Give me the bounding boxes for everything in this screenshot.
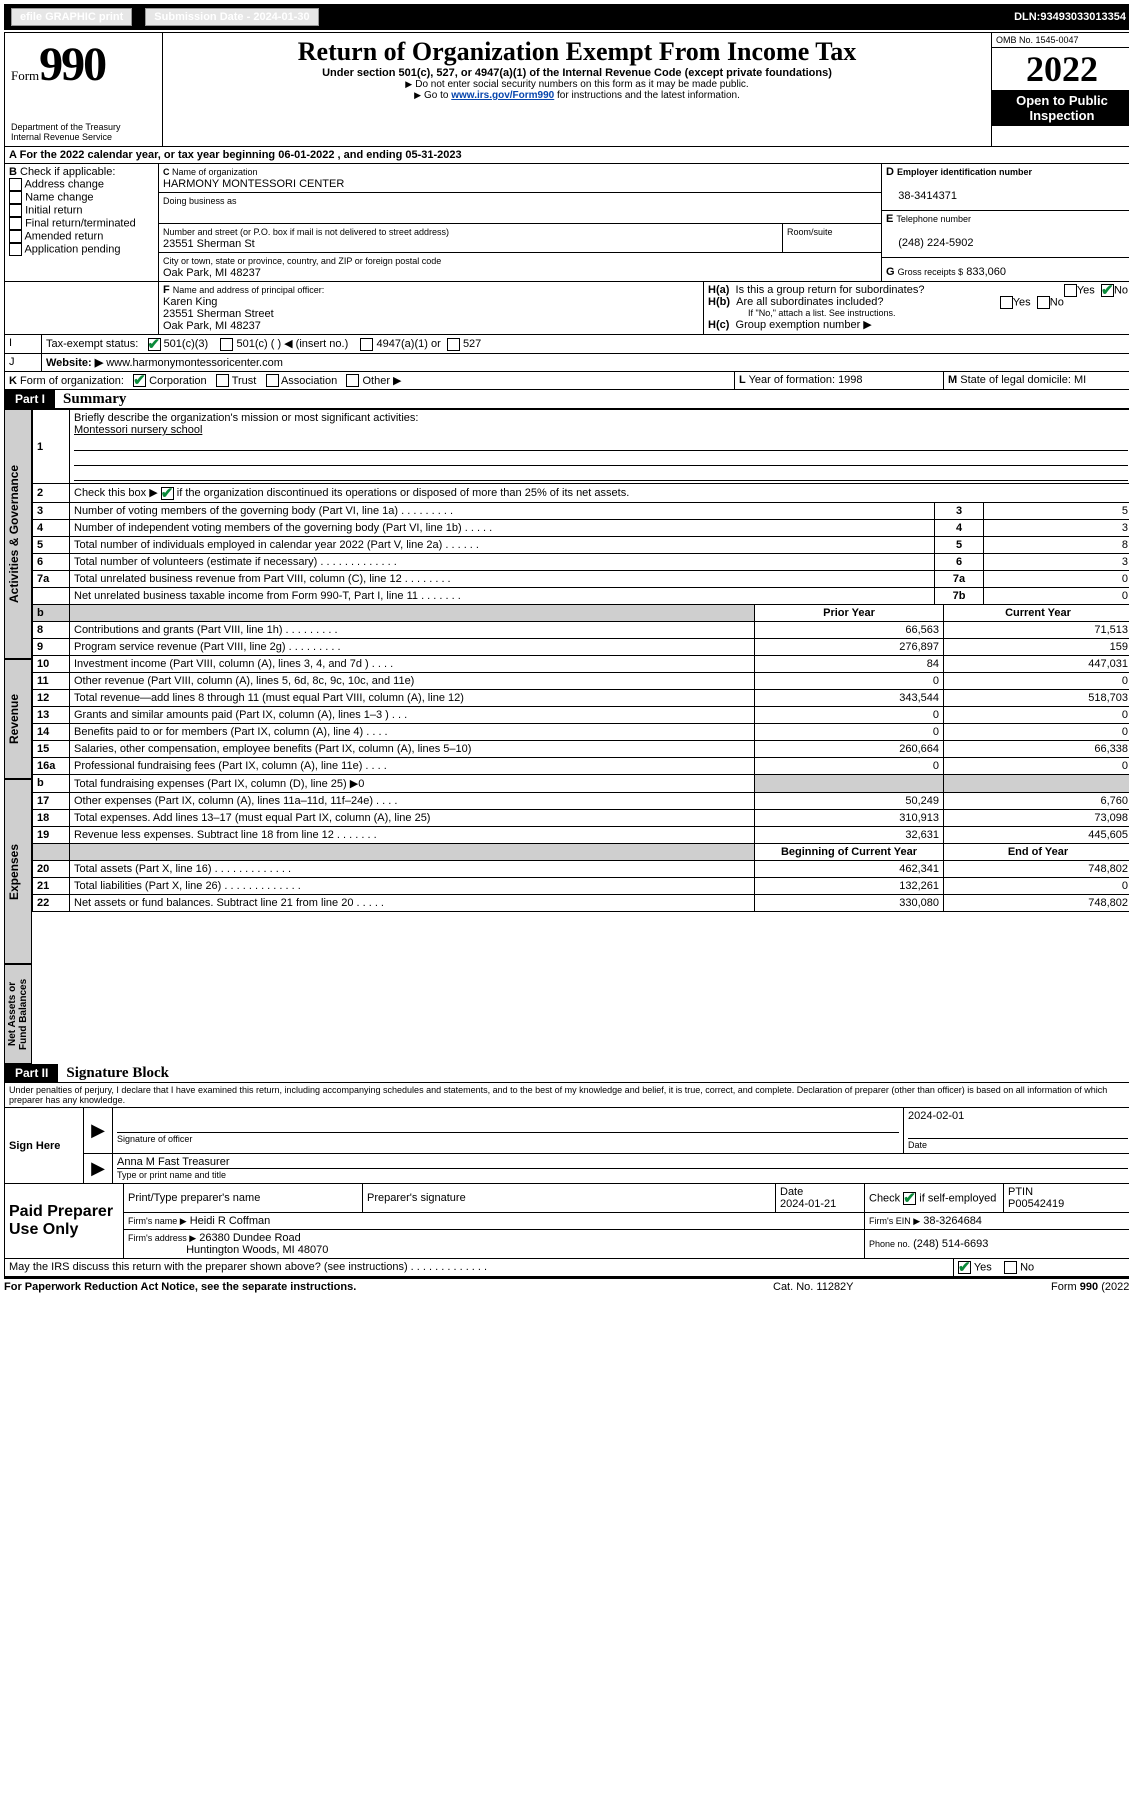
b-opt-checkbox[interactable]: [9, 178, 22, 191]
hb-no-checkbox[interactable]: [1037, 296, 1050, 309]
side-expenses: Expenses: [4, 779, 32, 964]
dept-treasury: Department of the Treasury: [11, 122, 156, 132]
org-name: HARMONY MONTESSORI CENTER: [163, 178, 344, 190]
website: www.harmonymontessoricenter.com: [106, 357, 283, 369]
top-toolbar: efile GRAPHIC print Submission Date - 20…: [4, 4, 1129, 30]
b-opt-checkbox[interactable]: [9, 230, 22, 243]
sign-here-block: Sign Here ▶ Signature of officer 2024-02…: [4, 1107, 1129, 1184]
sign-date: 2024-02-01: [908, 1110, 964, 1122]
part1-body: Activities & Governance Revenue Expenses…: [4, 409, 1129, 1064]
b-opt-checkbox[interactable]: [9, 191, 22, 204]
officer-name: Anna M Fast Treasurer: [117, 1156, 230, 1168]
gross-receipts: 833,060: [966, 266, 1006, 278]
dln-value: 93493033013354: [1040, 11, 1126, 23]
line-klm: K Form of organization: Corporation Trus…: [4, 372, 1129, 391]
discontinued-checkbox[interactable]: [161, 487, 174, 500]
org-address: 23551 Sherman St: [163, 238, 255, 250]
b-opt-checkbox[interactable]: [9, 204, 22, 217]
part1-header: Part ISummary: [4, 390, 1129, 409]
line-j: J Website: ▶ www.harmonymontessoricenter…: [4, 354, 1129, 372]
dept-irs: Internal Revenue Service: [11, 132, 156, 142]
form-note-link: Go to www.irs.gov/Form990 for instructio…: [169, 90, 985, 101]
firm-name: Heidi R Coffman: [190, 1215, 271, 1227]
form-header: Form990 Department of the Treasury Inter…: [4, 32, 1129, 147]
ein: 38-3414371: [898, 190, 957, 202]
trust-checkbox[interactable]: [216, 374, 229, 387]
netassets-table: Beginning of Current YearEnd of Year 20T…: [32, 843, 1129, 912]
discuss-no-checkbox[interactable]: [1004, 1261, 1017, 1274]
ptin: P00542419: [1008, 1198, 1064, 1210]
501c3-checkbox[interactable]: [148, 338, 161, 351]
form-note-ssn: Do not enter social security numbers on …: [169, 79, 985, 90]
omb-number: OMB No. 1545-0047: [992, 33, 1129, 48]
line-a: A For the 2022 calendar year, or tax yea…: [4, 147, 1129, 164]
efile-print-button[interactable]: efile GRAPHIC print: [11, 8, 132, 26]
side-netassets: Net Assets or Fund Balances: [4, 964, 32, 1064]
corp-checkbox[interactable]: [133, 374, 146, 387]
open-public-badge: Open to PublicInspection: [992, 90, 1129, 126]
b-opt-checkbox[interactable]: [9, 243, 22, 256]
501c-checkbox[interactable]: [220, 338, 233, 351]
hb-yes-checkbox[interactable]: [1000, 296, 1013, 309]
firm-ein: 38-3264684: [923, 1215, 982, 1227]
submission-date-button[interactable]: Submission Date - 2024-01-30: [145, 8, 318, 26]
side-revenue: Revenue: [4, 659, 32, 779]
part2-header: Part IISignature Block: [4, 1064, 1129, 1083]
revenue-table: bPrior YearCurrent Year 8Contributions a…: [32, 604, 1129, 707]
4947-checkbox[interactable]: [360, 338, 373, 351]
firm-phone: (248) 514-6693: [913, 1238, 988, 1250]
line-i: I Tax-exempt status: 501(c)(3) 501(c) ( …: [4, 335, 1129, 354]
side-governance: Activities & Governance: [4, 409, 32, 659]
tax-year: 2022: [992, 48, 1129, 90]
telephone: (248) 224-5902: [898, 237, 973, 249]
irs-link[interactable]: www.irs.gov/Form990: [451, 90, 554, 101]
footer: For Paperwork Reduction Act Notice, see …: [4, 1277, 1129, 1295]
ha-no-checkbox[interactable]: [1101, 284, 1114, 297]
discuss-yes-checkbox[interactable]: [958, 1261, 971, 1274]
527-checkbox[interactable]: [447, 338, 460, 351]
mission: Montessori nursery school: [74, 424, 202, 436]
ha-yes-checkbox[interactable]: [1064, 284, 1077, 297]
other-checkbox[interactable]: [346, 374, 359, 387]
form-subhead: Under section 501(c), 527, or 4947(a)(1)…: [169, 67, 985, 79]
irs-discuss-row: May the IRS discuss this return with the…: [4, 1259, 1129, 1277]
perjury-declaration: Under penalties of perjury, I declare th…: [4, 1083, 1129, 1108]
expenses-table: 13Grants and similar amounts paid (Part …: [32, 706, 1129, 844]
form-word: Form: [11, 68, 39, 83]
fh-block: F Name and address of principal officer:…: [4, 282, 1129, 335]
identity-block: B Check if applicable: Address change Na…: [4, 164, 1129, 282]
assoc-checkbox[interactable]: [266, 374, 279, 387]
org-city: Oak Park, MI 48237: [163, 267, 261, 279]
paid-preparer-block: Paid Preparer Use Only Print/Type prepar…: [4, 1183, 1129, 1259]
form-title: Return of Organization Exempt From Incom…: [169, 37, 985, 67]
b-opt-checkbox[interactable]: [9, 217, 22, 230]
self-employed-checkbox[interactable]: [903, 1192, 916, 1205]
form-number: 990: [39, 38, 105, 91]
dln-label: DLN:: [1014, 11, 1040, 23]
governance-table: 1 Briefly describe the organization's mi…: [32, 409, 1129, 605]
